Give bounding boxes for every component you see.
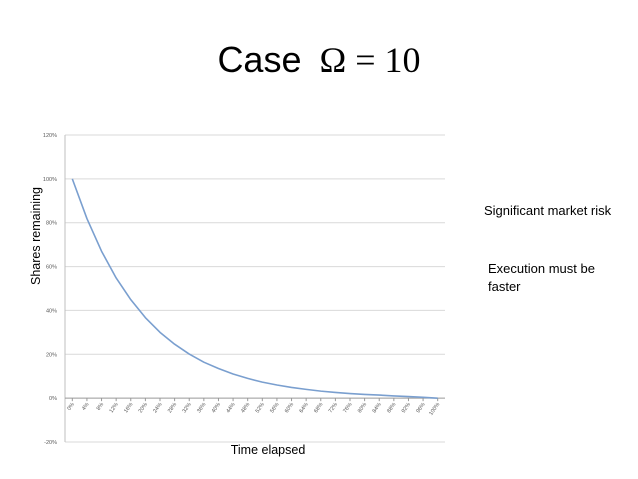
- x-tick-label: 96%: [415, 402, 426, 415]
- x-tick-label: 72%: [328, 402, 339, 415]
- y-tick-label: 120%: [43, 133, 57, 139]
- x-tick-label: 68%: [313, 402, 324, 415]
- x-tick-label: 56%: [269, 402, 280, 415]
- y-tick-label: 40%: [46, 308, 57, 314]
- y-tick-label: 20%: [46, 352, 57, 358]
- x-tick-label: 60%: [284, 402, 295, 415]
- x-tick-label: 28%: [167, 402, 178, 415]
- x-tick-label: 0%: [66, 402, 76, 412]
- x-tick-label: 4%: [81, 402, 91, 412]
- x-tick-label: 40%: [211, 402, 222, 415]
- x-tick-label: 76%: [342, 402, 353, 415]
- y-tick-label: -20%: [44, 440, 57, 446]
- y-tick-label: 100%: [43, 177, 57, 183]
- x-axis-label: Time elapsed: [230, 443, 306, 457]
- x-tick-label: 8%: [96, 402, 106, 412]
- y-tick-label: 80%: [46, 221, 57, 227]
- title-math: Ω = 10: [319, 40, 421, 80]
- x-tick-label: 92%: [401, 402, 412, 415]
- x-tick-label: 88%: [386, 402, 397, 415]
- x-tick-label: 84%: [372, 402, 383, 415]
- x-tick-label: 24%: [152, 402, 163, 415]
- x-tick-label: 80%: [357, 402, 368, 415]
- x-tick-label: 36%: [196, 402, 207, 415]
- x-tick-label: 64%: [299, 402, 310, 415]
- title-word: Case: [217, 39, 302, 80]
- slide-title: Case Ω = 10: [0, 38, 638, 82]
- series-line-shares-remaining: [71, 178, 438, 399]
- note-execution-faster: Execution must be faster: [488, 261, 595, 294]
- note-market-risk: Significant market risk: [484, 203, 612, 218]
- x-tick-label: 48%: [240, 402, 251, 415]
- x-tick-label: 52%: [255, 402, 266, 415]
- x-tick-label: 44%: [225, 402, 236, 415]
- x-tick-label: 16%: [123, 402, 134, 415]
- y-tick-label: 60%: [46, 265, 57, 271]
- y-tick-label: 0%: [49, 396, 57, 402]
- x-tick-label: 20%: [138, 402, 149, 415]
- x-tick-label: 12%: [109, 402, 120, 415]
- x-tick-label: 32%: [182, 402, 193, 415]
- x-tick-label: 100%: [428, 402, 441, 417]
- y-axis-label: Shares remaining: [29, 187, 43, 285]
